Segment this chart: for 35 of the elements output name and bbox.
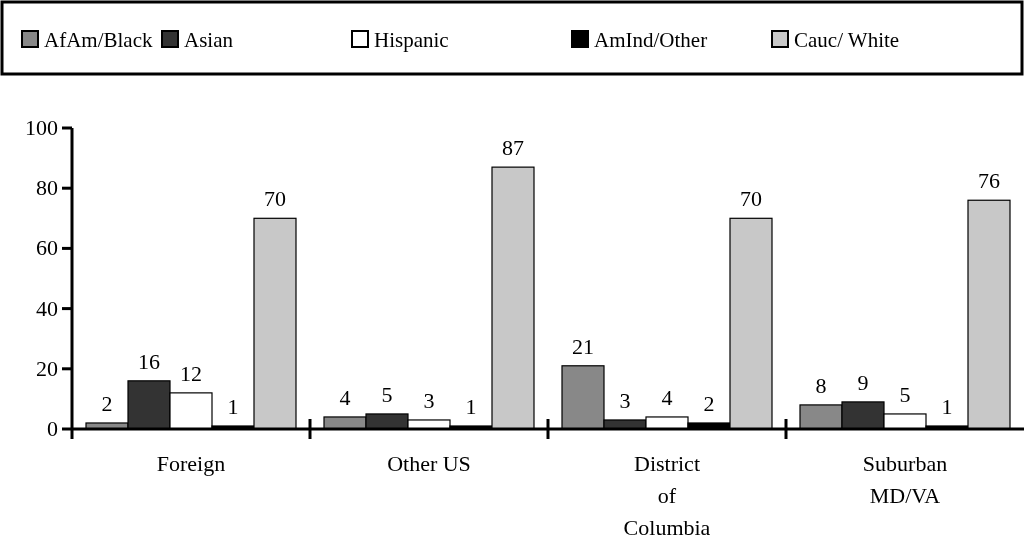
y-tick-label: 0: [47, 416, 58, 441]
data-label: 1: [941, 393, 953, 419]
y-tick-label: 20: [36, 355, 58, 381]
data-label: 5: [381, 381, 393, 407]
data-label: 4: [661, 384, 673, 410]
data-label: 76: [978, 168, 1000, 194]
data-label: 87: [502, 135, 524, 161]
legend-label: AmInd/Other: [594, 28, 708, 52]
y-tick-label: 100: [25, 115, 58, 140]
x-tick-label: Foreign: [156, 451, 226, 476]
data-label: 70: [740, 186, 762, 212]
y-tick-label: 40: [36, 295, 58, 321]
data-label: 2: [101, 390, 113, 416]
data-label: 1: [227, 393, 239, 419]
x-tick-label: District of Columbia: [623, 451, 711, 540]
data-label: 21: [572, 333, 594, 359]
legend-label: AfAm/Black: [44, 28, 153, 52]
legend-label: Asian: [184, 28, 234, 52]
legend-label: Cauc/ White: [794, 28, 900, 52]
data-label: 5: [899, 381, 911, 407]
legend-label: Hispanic: [374, 28, 449, 52]
x-tick-label: Suburban MD/VA: [862, 451, 948, 508]
y-tick-label: 80: [36, 175, 58, 201]
data-label: 16: [138, 348, 160, 374]
data-label: 2: [703, 390, 715, 416]
data-label: 12: [180, 360, 202, 386]
y-tick-label: 60: [36, 235, 58, 261]
x-tick-label: Other US: [387, 451, 471, 476]
data-label: 70: [264, 186, 286, 212]
data-label: 8: [815, 372, 827, 398]
data-label: 1: [465, 393, 477, 419]
data-label: 3: [423, 387, 435, 413]
data-label: 9: [857, 369, 869, 395]
data-label: 4: [339, 384, 351, 410]
data-label: 3: [619, 387, 631, 413]
